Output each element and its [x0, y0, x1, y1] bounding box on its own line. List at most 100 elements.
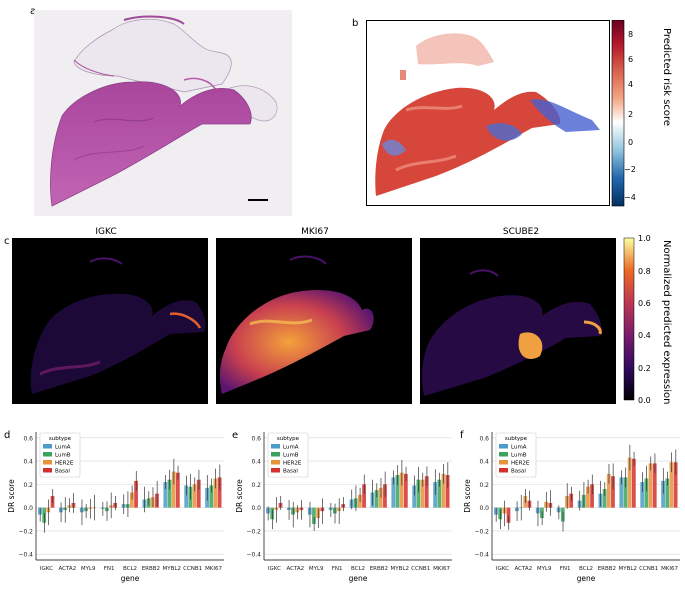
bar — [673, 462, 678, 508]
y-tick-label: 0.0 — [479, 505, 489, 512]
x-axis-label: gene — [577, 574, 596, 583]
bar — [441, 473, 446, 508]
bar — [640, 482, 645, 508]
bar — [606, 473, 611, 508]
legend-swatch — [499, 444, 508, 449]
y-axis-label: DR score — [7, 479, 16, 513]
x-tick-label: MYL9 — [537, 566, 552, 572]
risk-tick: 6 — [628, 55, 633, 64]
bar — [586, 486, 590, 508]
legend-title: subtype — [505, 436, 528, 442]
x-tick-label: FN1 — [104, 566, 115, 572]
y-axis-label: DR score — [235, 479, 244, 513]
x-tick-label: CCNB1 — [411, 566, 430, 572]
panel-label-b: b — [352, 18, 359, 29]
risk-tick: 0 — [628, 138, 633, 147]
expression-colorbar-label: Normalized predicted expression — [661, 240, 672, 404]
y-tick-label: −0.4 — [246, 552, 261, 559]
bar — [171, 471, 176, 508]
expression-maps: IGKC MKI67 SCUBE2 1.0 0.8 0.6 0.4 0.2 0.… — [12, 227, 672, 405]
bar — [445, 475, 450, 508]
panel-label-e: e — [232, 430, 239, 441]
x-tick-label: FN1 — [332, 566, 343, 572]
bar — [412, 485, 417, 508]
x-tick-label: IGKC — [496, 566, 509, 572]
bar — [192, 484, 197, 508]
x-tick-label: BCL2 — [579, 566, 593, 572]
y-tick-label: 0.2 — [251, 482, 261, 489]
legend-swatch — [499, 460, 508, 465]
dr-score-chart-e: 0.6 0.4 0.2 0.0 −0.2 −0.4 IGKC ACTA2 MYL9 FN1 BCL2… — [235, 432, 452, 583]
bar — [661, 480, 665, 508]
x-axis-label: gene — [121, 574, 140, 583]
bar — [424, 476, 429, 508]
expression-title-scube2: SCUBE2 — [503, 227, 539, 237]
bar — [416, 479, 421, 508]
legend-swatch — [271, 444, 280, 449]
expression-colorbar — [623, 237, 635, 401]
y-tick-label: 0.2 — [23, 482, 33, 489]
x-tick-label: MYL9 — [81, 566, 96, 572]
x-tick-label: BCL2 — [351, 566, 365, 572]
y-tick-label: −0.2 — [474, 528, 489, 535]
y-tick-label: 0.2 — [479, 482, 489, 489]
bar — [134, 480, 138, 508]
bar — [669, 462, 674, 508]
x-tick-label: ERBB2 — [370, 566, 388, 572]
y-tick-label: 0.4 — [23, 459, 33, 466]
bar — [403, 473, 408, 508]
x-tick-label: ERBB2 — [142, 566, 160, 572]
y-tick-label: −0.2 — [18, 528, 33, 535]
risk-tick: 2 — [628, 110, 633, 119]
bar — [374, 490, 379, 508]
bar — [437, 479, 442, 508]
dr-score-chart-f: 0.6 0.4 0.2 0.0 −0.2 −0.4 IGKC ACTA2 MYL9 FN1 BCL2… — [463, 432, 680, 583]
expression-title-igkc: IGKC — [95, 227, 116, 237]
x-tick-label: ACTA2 — [58, 566, 76, 572]
legend-label: LumB — [511, 452, 527, 458]
expression-tick: 0.6 — [638, 299, 651, 308]
bar — [312, 507, 316, 524]
bar — [506, 507, 511, 523]
panel-label-f: f — [460, 430, 464, 441]
expression-tick: 0.8 — [638, 267, 651, 276]
bar — [130, 492, 134, 508]
expression-tick: 1.0 — [638, 234, 651, 243]
bar — [619, 477, 624, 508]
legend-title: subtype — [49, 436, 72, 442]
bar — [611, 476, 615, 508]
x-tick-label: MKI67 — [661, 566, 678, 572]
bar — [627, 457, 632, 508]
expression-tick: 0.2 — [638, 364, 651, 373]
legend-swatch — [43, 444, 52, 449]
x-tick-label: MKI67 — [433, 566, 450, 572]
legend-label: HER2E — [511, 460, 530, 466]
x-tick-label: IGKC — [40, 566, 53, 572]
risk-score-map — [366, 20, 610, 206]
legend-swatch — [43, 452, 52, 457]
legend-swatch — [499, 452, 508, 457]
expression-title-mki67: MKI67 — [301, 227, 329, 237]
legend-label: HER2E — [283, 460, 302, 466]
legend-swatch — [43, 468, 52, 473]
y-tick-label: 0.0 — [23, 505, 33, 512]
legend-swatch — [499, 468, 508, 473]
risk-tick: 8 — [628, 30, 633, 39]
bar — [420, 479, 425, 508]
legend-swatch — [43, 460, 52, 465]
panel-label-d: d — [4, 430, 11, 441]
bar — [648, 463, 653, 508]
y-tick-label: 0.6 — [23, 435, 33, 442]
bar — [184, 485, 189, 508]
risk-colorbar: 8 6 4 2 0 −2 −4 Predicted risk score — [611, 20, 672, 207]
legend-label: HER2E — [55, 460, 74, 466]
bar — [209, 485, 214, 508]
risk-tick: 4 — [628, 80, 633, 89]
legend-label: Basal — [283, 468, 298, 474]
legend-swatch — [271, 460, 280, 465]
legend-label: LumB — [55, 452, 71, 458]
panel-label-a: a — [30, 6, 37, 17]
y-tick-label: 0.4 — [479, 459, 489, 466]
x-tick-label: FN1 — [560, 566, 571, 572]
bar — [196, 479, 201, 508]
